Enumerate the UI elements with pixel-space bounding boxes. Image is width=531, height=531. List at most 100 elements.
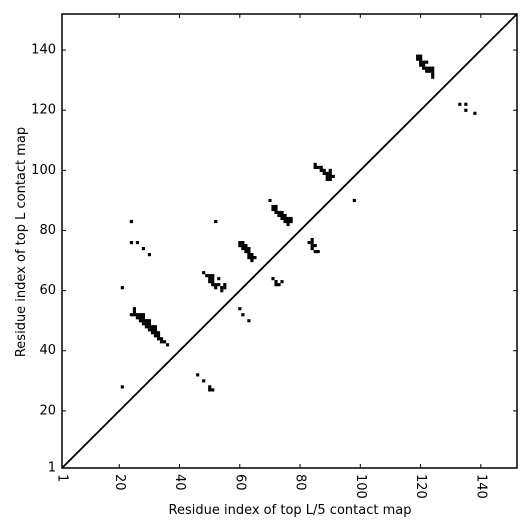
contact-point xyxy=(322,171,326,176)
contact-point xyxy=(283,216,287,221)
contact-point xyxy=(289,216,293,221)
contact-point xyxy=(325,171,329,176)
contact-point xyxy=(223,286,227,290)
contact-point xyxy=(214,286,218,290)
contact-point xyxy=(464,108,468,112)
contact-point xyxy=(274,204,278,209)
contact-point xyxy=(253,256,257,260)
contact-point xyxy=(271,204,275,209)
contact-point xyxy=(422,60,426,64)
contact-point xyxy=(274,207,278,212)
contact-point xyxy=(238,307,242,311)
contact-point xyxy=(431,69,435,73)
contact-point xyxy=(211,277,215,281)
contact-point xyxy=(241,247,245,251)
contact-point xyxy=(208,280,212,284)
contact-point xyxy=(147,328,152,332)
contact-point xyxy=(147,319,152,323)
contact-point xyxy=(274,280,278,284)
contact-point xyxy=(331,174,335,179)
contact-point xyxy=(162,340,167,344)
x-tick-label: 1 xyxy=(55,474,70,482)
contact-point xyxy=(144,319,149,323)
contact-point xyxy=(214,283,218,287)
contact-point xyxy=(271,207,275,212)
contact-point xyxy=(165,343,170,347)
contact-point xyxy=(147,253,152,257)
contact-point xyxy=(268,198,272,203)
contact-point xyxy=(241,313,245,317)
contact-point xyxy=(307,241,311,245)
contact-point xyxy=(328,174,332,179)
contact-point xyxy=(419,57,423,61)
contact-point xyxy=(120,286,124,290)
contact-point xyxy=(159,337,164,341)
y-tick-label: 120 xyxy=(31,103,56,118)
contact-point xyxy=(244,244,248,248)
contact-point xyxy=(211,388,215,392)
y-tick-label: 20 xyxy=(39,403,56,418)
contact-point xyxy=(250,256,254,260)
contact-point xyxy=(322,168,326,172)
contact-point xyxy=(223,283,227,287)
contact-point xyxy=(280,210,284,215)
contact-point xyxy=(144,325,149,329)
contact-point xyxy=(241,244,245,248)
contact-point xyxy=(202,379,206,383)
contact-point xyxy=(458,102,462,106)
contact-point xyxy=(208,385,212,389)
contact-point xyxy=(211,280,215,284)
contact-point xyxy=(153,334,158,338)
contact-point xyxy=(159,340,164,344)
x-tick-label: 40 xyxy=(172,474,187,491)
contact-point xyxy=(202,271,206,275)
x-axis-ticks: 1 20 40 60 80 100 120 140 xyxy=(55,14,488,499)
contact-point xyxy=(129,219,133,224)
contact-point xyxy=(147,325,152,329)
contact-point xyxy=(250,259,254,263)
contact-point xyxy=(416,57,420,61)
contact-point xyxy=(129,241,133,245)
contact-point xyxy=(141,247,146,251)
contact-point xyxy=(135,313,139,317)
contact-point xyxy=(310,244,314,248)
contact-point xyxy=(425,69,429,73)
contact-point xyxy=(316,165,320,169)
contact-point xyxy=(132,307,136,311)
contact-point xyxy=(120,385,124,389)
contact-point xyxy=(247,253,251,257)
contact-point xyxy=(132,313,136,317)
y-tick-label: 60 xyxy=(39,283,56,298)
contact-point xyxy=(277,213,281,218)
contact-point xyxy=(422,63,426,67)
contact-point xyxy=(425,66,429,70)
contact-point xyxy=(132,310,136,314)
contact-point xyxy=(283,213,287,218)
contact-point xyxy=(150,331,155,335)
contact-point xyxy=(147,322,152,326)
contact-point xyxy=(431,75,435,79)
contact-point xyxy=(208,274,212,278)
contact-point xyxy=(217,277,221,281)
contact-point xyxy=(156,331,161,335)
contact-point xyxy=(286,219,290,224)
contact-point xyxy=(141,316,146,320)
contact-point xyxy=(313,162,317,166)
contact-point xyxy=(150,328,155,332)
contact-point xyxy=(135,241,139,245)
contact-point xyxy=(319,165,323,169)
contact-point xyxy=(316,250,320,254)
contact-point xyxy=(274,283,278,287)
contact-point xyxy=(277,210,281,215)
contact-point xyxy=(428,69,432,73)
contact-point xyxy=(310,247,314,251)
contact-point xyxy=(325,177,329,182)
y-tick-label: 80 xyxy=(39,223,56,238)
contact-point xyxy=(211,283,215,287)
contact-point xyxy=(156,337,161,341)
contact-point xyxy=(419,63,423,67)
y-tick-label: 140 xyxy=(31,43,56,58)
contact-point xyxy=(328,177,332,182)
